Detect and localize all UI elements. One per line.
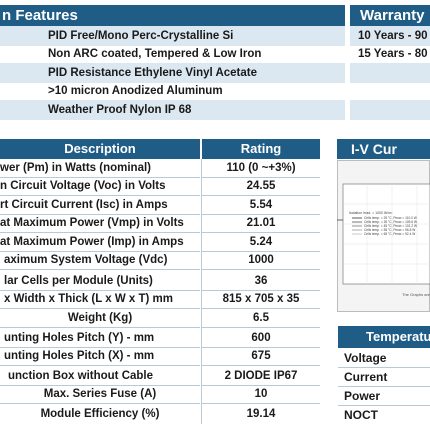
temperature-row: NOCT — [344, 408, 378, 422]
table-row-rating: 5.24 — [202, 233, 320, 252]
table-row-desc: unction Box without Cable — [0, 367, 200, 386]
feature-row: >10 micron Anodized Aluminum — [48, 85, 223, 97]
table-row-rating: 815 x 705 x 35 — [202, 290, 320, 309]
warranty-row: 10 Years - 90 — [350, 26, 430, 46]
temperature-row: Power — [338, 386, 430, 406]
features-header: n Features — [0, 5, 345, 27]
table-row-rating: 36 — [202, 272, 320, 291]
table-row-desc: at Maximum Power (Imp) in Amps — [0, 233, 200, 252]
iv-legend-title: Isolation Irrad. = 1000 W/m² — [349, 211, 393, 215]
table-row-desc: x Width x Thick (L x W x T) mm — [0, 290, 200, 309]
table-row-desc: wer (Pm) in Watts (nominal) — [0, 159, 200, 178]
table-row-desc: unting Holes Pitch (X) - mm — [0, 347, 200, 366]
description-header: Description — [0, 139, 200, 159]
table-row-desc: at Maximum Power (Vmp) in Volts — [0, 214, 200, 233]
table-row-rating: 6.5 — [202, 309, 320, 328]
warranty-row-blank — [350, 100, 430, 120]
column-divider — [201, 159, 202, 424]
feature-row: PID Resistance Ethylene Vinyl Acetate — [0, 63, 345, 83]
iv-legend-entry: Cells temp. = 65 °C, Pmax = 92.4 W — [364, 232, 416, 236]
table-row-desc: Max. Series Fuse (A) — [0, 385, 200, 404]
table-row-desc: unting Holes Pitch (Y) - mm — [0, 329, 200, 348]
warranty-row-blank — [350, 63, 430, 83]
warranty-row: 15 Years - 80 — [358, 48, 428, 60]
iv-legend-entry: Cells temp. = 25 °C, Pmax = 110.0 W — [364, 216, 417, 220]
temperature-header: Temperatu — [338, 326, 430, 348]
iv-header: I-V Cur — [337, 139, 430, 159]
feature-row: Weather Proof Nylon IP 68 — [0, 100, 345, 120]
table-row-rating: 675 — [202, 347, 320, 366]
table-row-rating: 21.01 — [202, 214, 320, 233]
table-row-desc: Module Efficiency (%) — [40, 408, 160, 420]
rating-header: Rating — [202, 139, 320, 159]
warranty-header: Warranty — [350, 5, 430, 27]
table-row-rating: 110 (0 ~+3%) — [202, 159, 320, 178]
iv-footnote: The Graphs are f — [402, 292, 430, 297]
iv-legend-entry: Cells temp. = 35 °C, Pmax = 105.6 W — [364, 220, 418, 224]
iv-chart-graphic — [337, 183, 430, 285]
table-row-desc: Weight (Kg) — [0, 309, 200, 328]
table-row-rating: 1000 — [202, 251, 320, 270]
iv-legend-entry: Cells temp. = 45 °C, Pmax = 101.2 W — [364, 224, 418, 228]
iv-legend-entry: Cells temp. = 55 °C, Pmax = 96.8 W — [364, 228, 416, 232]
table-row-desc: rt Circuit Current (Isc) in Amps — [0, 196, 200, 215]
temperature-row: Voltage — [338, 348, 430, 368]
table-row-rating: 10 — [202, 385, 320, 404]
table-row-rating: 5.54 — [202, 196, 320, 215]
table-row-desc: lar Cells per Module (Units) — [0, 272, 200, 291]
temperature-row: Current — [338, 367, 430, 387]
feature-row: PID Free/Mono Perc-Crystalline Si — [0, 26, 345, 46]
table-row-rating: 24.55 — [202, 177, 320, 196]
table-row-desc: n Circuit Voltage (Voc) in Volts — [0, 177, 200, 196]
table-row-rating: 19.14 — [246, 408, 276, 420]
table-row-rating: 600 — [202, 329, 320, 348]
table-row-rating: 2 DIODE IP67 — [202, 367, 320, 386]
feature-row: Non ARC coated, Tempered & Low Iron — [48, 48, 262, 60]
table-row-desc: aximum System Voltage (Vdc) — [0, 251, 200, 270]
